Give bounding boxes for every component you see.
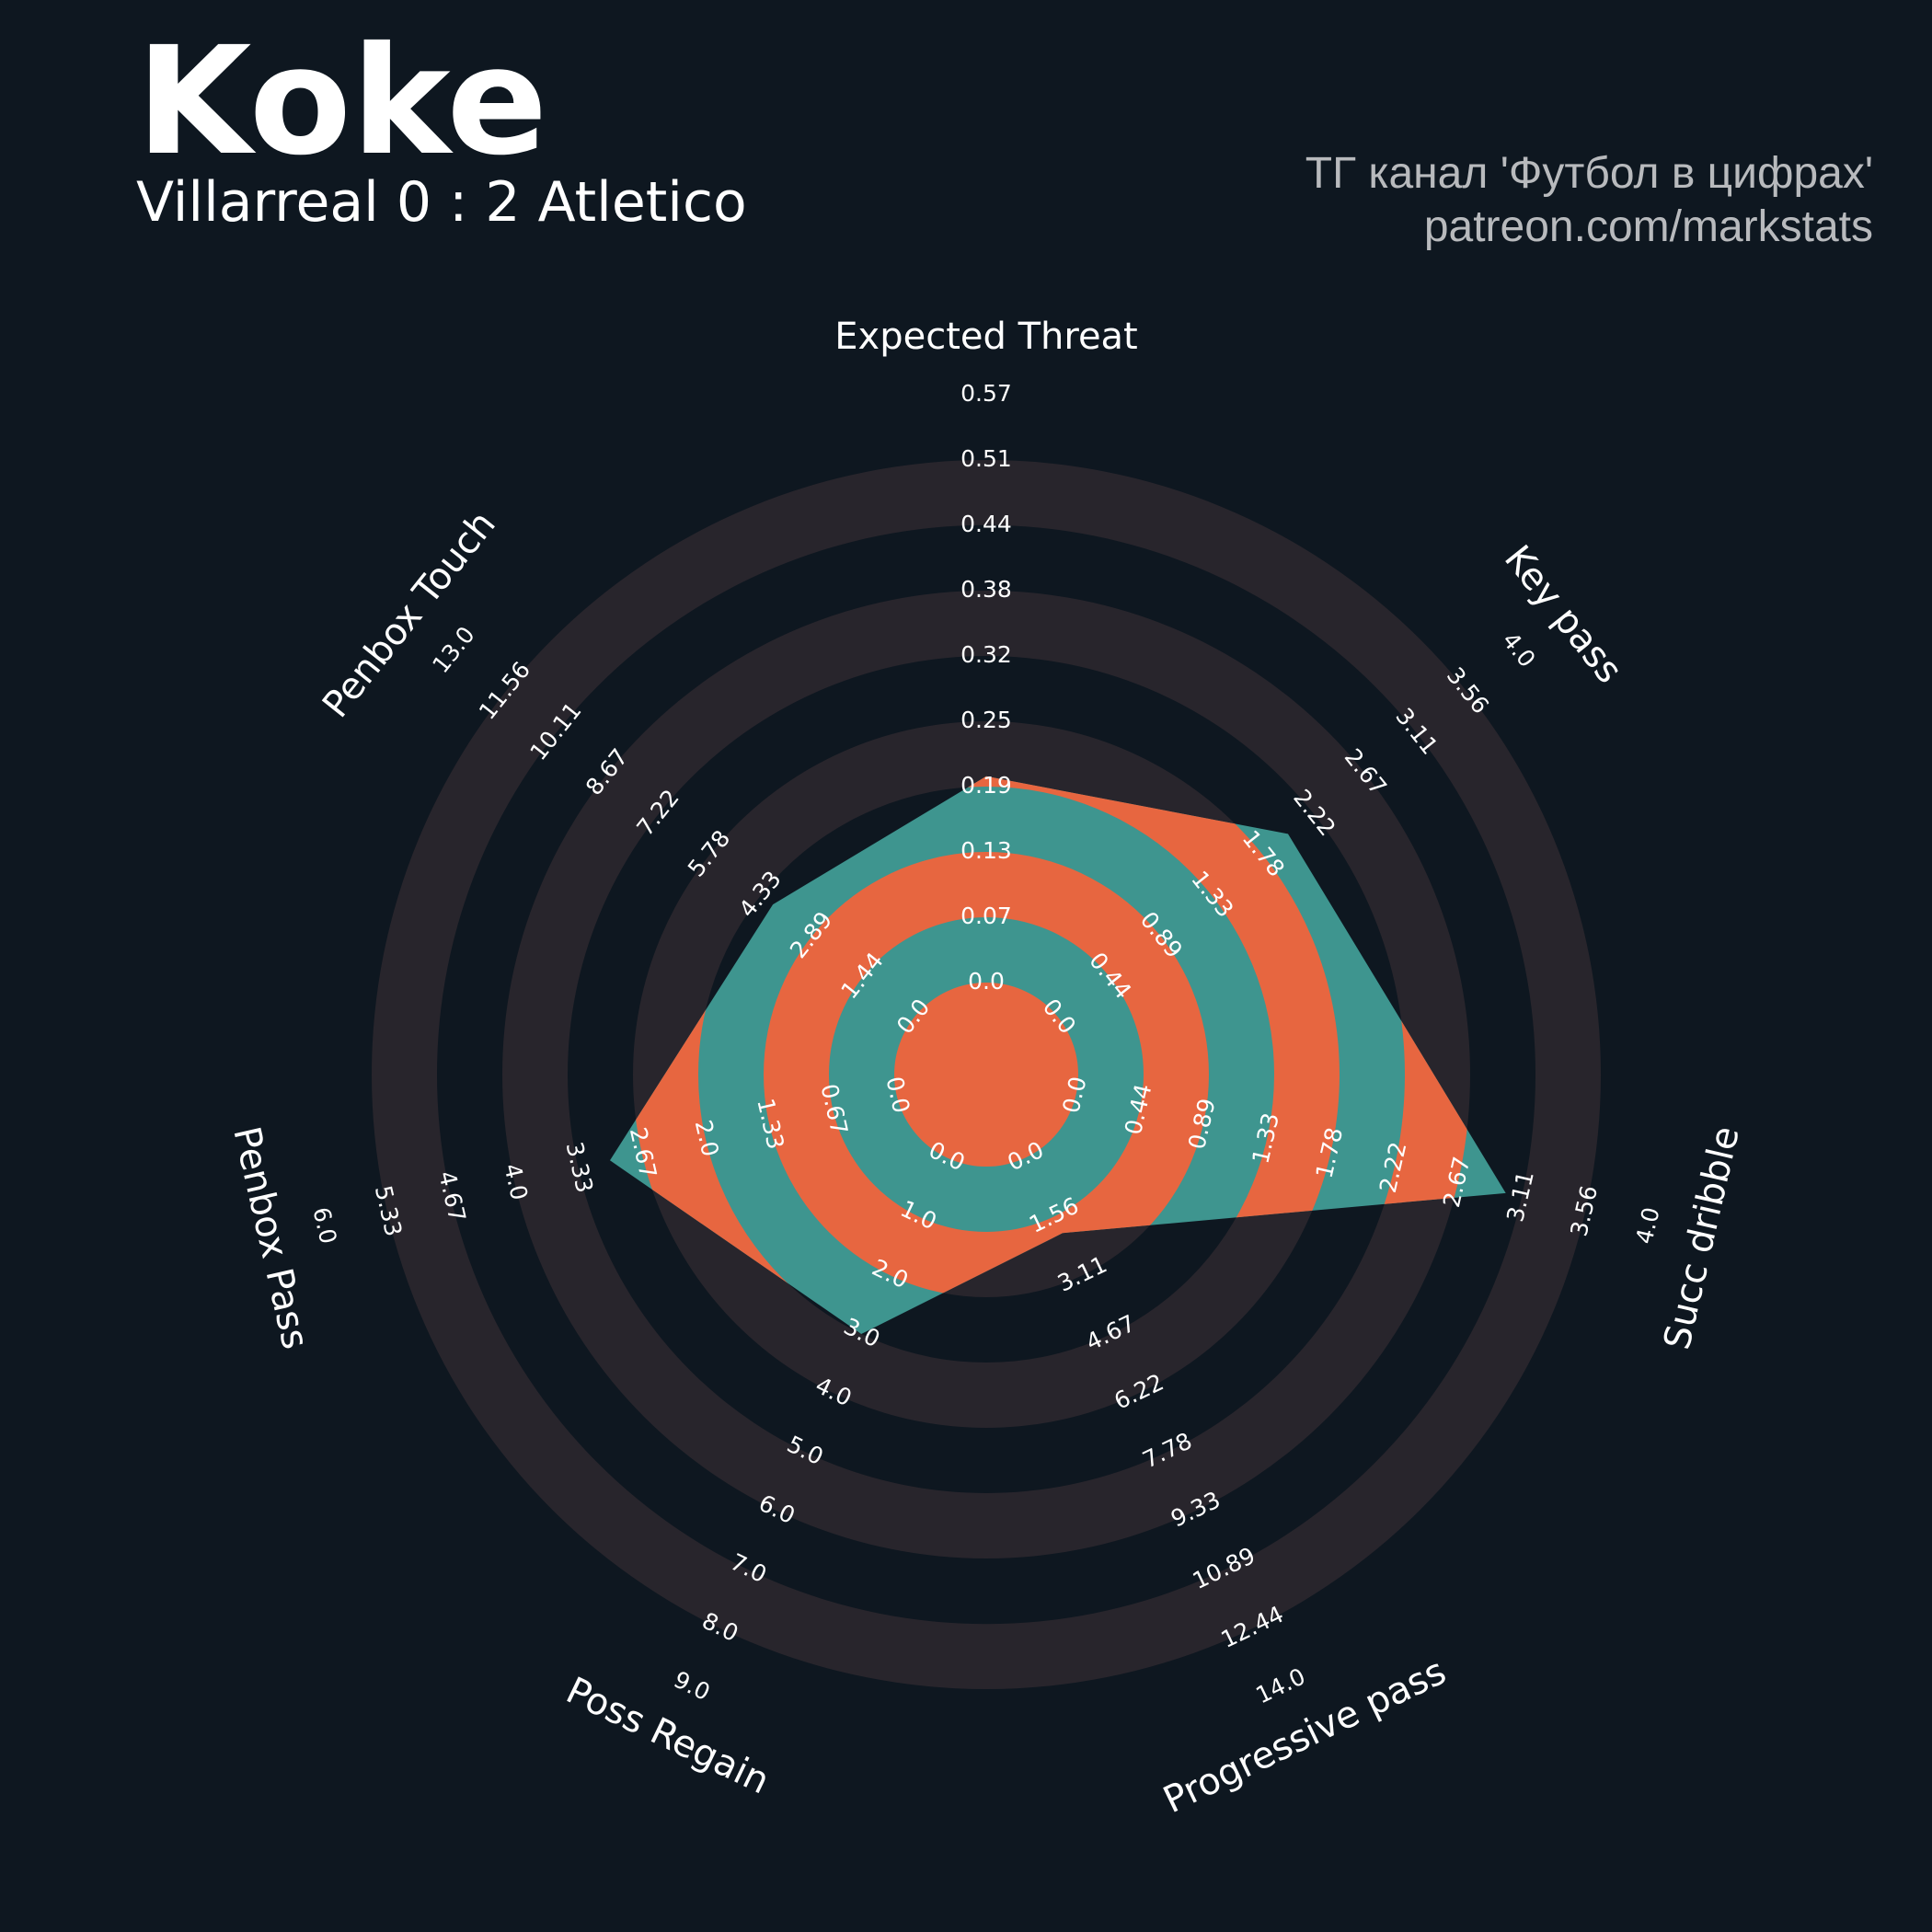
- tick-label: 6.0: [307, 1204, 341, 1246]
- tick-label: 0.38: [960, 576, 1012, 603]
- tick-label: 4.0: [1630, 1204, 1664, 1246]
- tick-label: 0.13: [960, 837, 1012, 864]
- credit-block: ТГ канал 'Футбол в цифрах' patreon.com/m…: [1305, 147, 1873, 254]
- value-polygon: [610, 776, 1506, 1334]
- tick-label: 4.0: [1497, 627, 1540, 673]
- player-name-title: Koke: [136, 16, 548, 189]
- polygon-ring: [764, 852, 1209, 1297]
- match-score-subtitle: Villarreal 0 : 2 Atletico: [136, 170, 747, 235]
- tick-label: 0.0: [968, 968, 1005, 995]
- tick-label: 0.57: [960, 380, 1012, 407]
- polygon-rings: [610, 776, 1506, 1334]
- axis-label: Key pass: [1496, 537, 1630, 691]
- axis-label: Expected Threat: [834, 316, 1138, 358]
- polygon-center-disc: [894, 983, 1078, 1167]
- axis-label: Succ dribble: [1656, 1122, 1748, 1353]
- tick-label: 14.0: [1252, 1662, 1310, 1708]
- tick-label: 9.0: [670, 1666, 714, 1706]
- tick-label: 0.07: [960, 903, 1012, 929]
- tick-label: 0.44: [960, 511, 1012, 537]
- axis-label: Progressive pass: [1157, 1650, 1453, 1823]
- tick-label: 0.25: [960, 707, 1012, 733]
- tick-label: 0.32: [960, 641, 1012, 668]
- axis-label: Penbox Pass: [224, 1122, 316, 1352]
- credit-patreon: patreon.com/markstats: [1423, 202, 1873, 251]
- axis-label: Poss Regain: [559, 1670, 776, 1803]
- tick-label: 0.19: [960, 772, 1012, 799]
- tick-label: 13.0: [427, 621, 479, 678]
- credit-channel: ТГ канал 'Футбол в цифрах': [1305, 149, 1873, 198]
- axis-label: Penbox Touch: [315, 503, 504, 726]
- tick-label: 0.51: [960, 445, 1012, 472]
